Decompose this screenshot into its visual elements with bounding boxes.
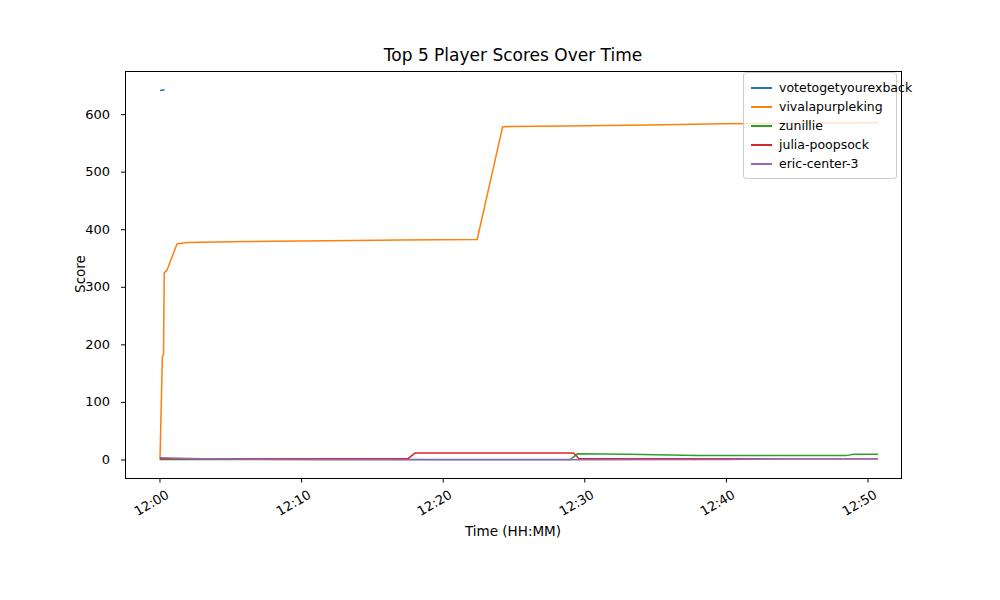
- chart-figure: Top 5 Player Scores Over Time Time (HH:M…: [0, 0, 1000, 600]
- y-tick-label: 500: [50, 164, 110, 180]
- y-tick-label: 200: [50, 337, 110, 353]
- legend-label: votetogetyourexback: [779, 80, 912, 95]
- legend-item-votetogetyourexback: votetogetyourexback: [751, 78, 888, 97]
- y-tick-label: 400: [50, 222, 110, 238]
- y-tick-label: 0: [50, 452, 110, 468]
- legend-line-swatch: [751, 87, 772, 89]
- legend-item-eric-center-3: eric-center-3: [751, 154, 888, 173]
- legend: votetogetyourexback vivalapurpleking zunil…: [743, 72, 897, 179]
- legend-item-zunillie: zunillie: [751, 116, 888, 135]
- chart-title: Top 5 Player Scores Over Time: [384, 45, 642, 65]
- legend-item-julia-poopsock: julia-poopsock: [751, 135, 888, 154]
- legend-line-swatch: [751, 125, 772, 127]
- y-tick-label: 300: [50, 279, 110, 295]
- legend-label: eric-center-3: [779, 156, 859, 171]
- legend-line-swatch: [751, 163, 772, 165]
- legend-label: vivalapurpleking: [779, 99, 883, 114]
- y-tick-label: 600: [50, 107, 110, 123]
- series-line-votetogetyourexback: [160, 90, 165, 91]
- legend-label: zunillie: [779, 118, 823, 133]
- legend-item-vivalapurpleking: vivalapurpleking: [751, 97, 888, 116]
- legend-label: julia-poopsock: [779, 137, 869, 152]
- legend-line-swatch: [751, 144, 772, 146]
- y-tick-label: 100: [50, 394, 110, 410]
- legend-line-swatch: [751, 106, 772, 108]
